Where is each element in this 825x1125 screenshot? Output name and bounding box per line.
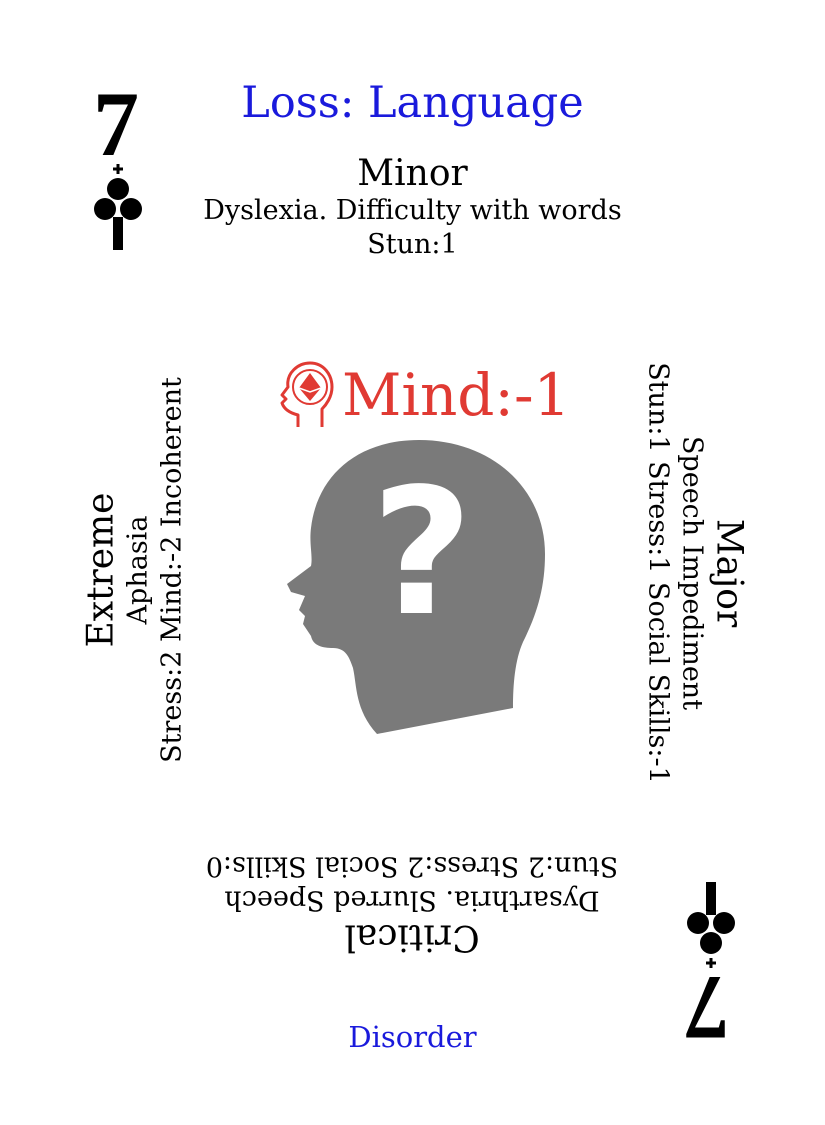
- extreme-desc: Aphasia: [122, 515, 154, 625]
- head-question-mark-icon: ?: [287, 440, 545, 734]
- severity-extreme: Extreme Aphasia Stress:2 Mind:-2 Incoher…: [81, 360, 190, 780]
- mind-stat: Mind:-1: [278, 355, 570, 435]
- mind-stat-label: Mind:-1: [342, 361, 571, 429]
- club-icon: [94, 164, 142, 250]
- card-footer: Disorder: [348, 1020, 477, 1054]
- major-effects: Stun:1 Stress:1 Social Skills:-1: [642, 362, 674, 784]
- critical-desc: Dysarthria. Slurred Speech: [224, 884, 600, 916]
- mind-head-icon: [280, 361, 334, 427]
- major-name: Major: [708, 518, 750, 628]
- club-icon: [687, 882, 735, 968]
- extreme-name: Extreme: [80, 492, 122, 648]
- extreme-effects: Stress:2 Mind:-2 Incoherent: [156, 377, 188, 763]
- minor-effects: Stun:1: [367, 229, 458, 261]
- minor-name: Minor: [357, 153, 468, 194]
- minor-desc: Dyslexia. Difficulty with words: [203, 195, 622, 227]
- rank-top-left: 7: [93, 73, 139, 175]
- critical-name: Critical: [344, 916, 480, 958]
- major-desc: Speech Impediment: [676, 435, 708, 711]
- critical-effects: Stun:2 Stress:2 Social Skills:0: [205, 850, 619, 882]
- severity-major: Major Speech Impediment Stun:1 Stress:1 …: [641, 343, 750, 803]
- severity-minor: Minor Dyslexia. Difficulty with words St…: [0, 153, 825, 262]
- severity-critical: Critical Dysarthria. Slurred Speech Stun…: [152, 849, 672, 958]
- svg-text:?: ?: [371, 452, 473, 655]
- card-title: Loss: Language: [241, 78, 584, 128]
